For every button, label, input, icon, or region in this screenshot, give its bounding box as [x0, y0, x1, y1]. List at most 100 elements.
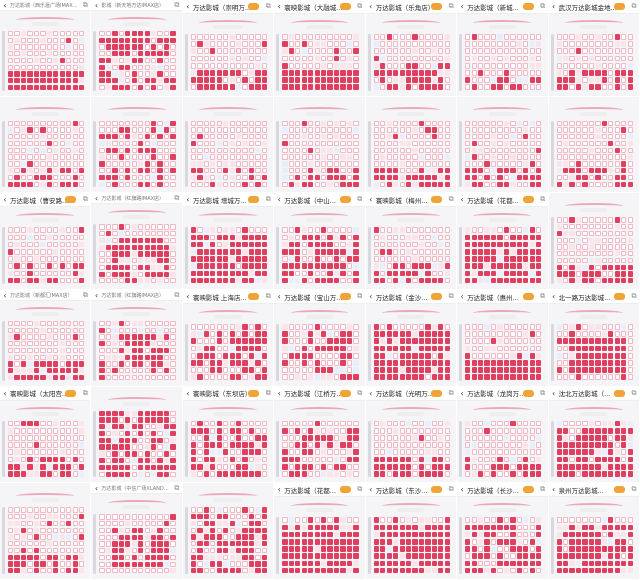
seat-available[interactable]	[444, 55, 450, 62]
seat-available[interactable]	[529, 34, 535, 40]
seat-available[interactable]	[223, 55, 229, 62]
seat-available[interactable]	[399, 324, 405, 330]
seat-available[interactable]	[59, 327, 65, 333]
seat-available[interactable]	[20, 341, 27, 347]
seat-available[interactable]	[203, 374, 209, 381]
back-arrow-icon[interactable]: ‹	[94, 290, 99, 300]
seat-available[interactable]	[523, 345, 529, 352]
seat-available[interactable]	[118, 527, 125, 534]
seat-available[interactable]	[478, 277, 484, 284]
seat-available[interactable]	[471, 70, 477, 76]
seat-available[interactable]	[170, 347, 176, 354]
seat-available[interactable]	[490, 553, 497, 560]
seat-available[interactable]	[236, 77, 242, 83]
seat-available[interactable]	[301, 427, 307, 434]
seat-available[interactable]	[138, 71, 144, 77]
seat-available[interactable]	[405, 241, 412, 248]
seat-available[interactable]	[478, 352, 484, 359]
seat-available[interactable]	[190, 62, 197, 69]
seat-available[interactable]	[53, 334, 59, 340]
seat-available[interactable]	[78, 520, 85, 527]
seat-available[interactable]	[78, 527, 85, 533]
seat-available[interactable]	[144, 527, 150, 534]
seat-available[interactable]	[33, 181, 40, 187]
seat-available[interactable]	[588, 244, 595, 250]
seat-available[interactable]	[53, 140, 59, 147]
seat-available[interactable]	[588, 147, 595, 153]
seat-available[interactable]	[144, 64, 150, 70]
seat-available[interactable]	[340, 367, 346, 373]
seat-available[interactable]	[59, 541, 65, 547]
seat-available[interactable]	[163, 458, 170, 464]
seat-available[interactable]	[569, 48, 575, 55]
seat-available[interactable]	[229, 324, 235, 330]
seat-available[interactable]	[27, 347, 33, 354]
seat-available[interactable]	[46, 161, 52, 167]
seat-available[interactable]	[425, 147, 431, 153]
seat-available[interactable]	[346, 161, 353, 167]
seat-available[interactable]	[170, 410, 176, 416]
seat-available[interactable]	[78, 435, 85, 441]
seat-available[interactable]	[503, 553, 510, 560]
seat-available[interactable]	[229, 168, 235, 174]
seat-available[interactable]	[320, 34, 327, 40]
seat-available[interactable]	[66, 327, 72, 333]
seat-available[interactable]	[536, 331, 542, 337]
seat-available[interactable]	[14, 134, 20, 140]
seat-available[interactable]	[503, 140, 510, 147]
seat-available[interactable]	[380, 34, 386, 40]
seat-available[interactable]	[601, 134, 607, 140]
seat-available[interactable]	[59, 427, 65, 434]
seat-available[interactable]	[131, 410, 137, 416]
seat-available[interactable]	[255, 41, 261, 47]
seat-available[interactable]	[627, 237, 633, 243]
seat-available[interactable]	[125, 548, 131, 554]
seat-available[interactable]	[46, 435, 52, 441]
share-icon[interactable]: ⧉	[174, 290, 180, 299]
seat-available[interactable]	[412, 154, 418, 160]
seat-available[interactable]	[125, 181, 131, 187]
seat-available[interactable]	[563, 264, 569, 270]
seat-available[interactable]	[327, 48, 333, 55]
seat-available[interactable]	[425, 256, 431, 262]
seat-available[interactable]	[471, 538, 477, 545]
seat-available[interactable]	[503, 546, 510, 552]
seat-available[interactable]	[151, 327, 157, 333]
seat-available[interactable]	[288, 41, 294, 47]
seat-available[interactable]	[536, 41, 542, 47]
seat-available[interactable]	[40, 161, 46, 167]
seat-available[interactable]	[614, 251, 620, 257]
seat-available[interactable]	[380, 147, 386, 153]
seat-available[interactable]	[288, 367, 294, 373]
seat-available[interactable]	[601, 84, 607, 91]
seat-available[interactable]	[236, 34, 242, 40]
seat-available[interactable]	[425, 134, 431, 140]
seat-available[interactable]	[46, 463, 52, 470]
seat-available[interactable]	[556, 127, 562, 133]
seat-available[interactable]	[523, 449, 529, 456]
seat-available[interactable]	[190, 345, 197, 352]
seat-available[interactable]	[490, 168, 497, 174]
seat-available[interactable]	[503, 120, 510, 126]
seat-available[interactable]	[229, 161, 235, 167]
seat-available[interactable]	[295, 34, 301, 40]
seat-available[interactable]	[484, 263, 490, 270]
seat-available[interactable]	[242, 248, 248, 255]
seat-available[interactable]	[66, 277, 72, 284]
seat-available[interactable]	[59, 514, 65, 520]
seat-available[interactable]	[575, 427, 582, 434]
seat-available[interactable]	[112, 568, 118, 574]
seat-available[interactable]	[373, 256, 379, 262]
seat-available[interactable]	[601, 55, 607, 62]
seat-available[interactable]	[163, 430, 170, 437]
seat-available[interactable]	[66, 134, 72, 140]
seat-available[interactable]	[20, 427, 27, 434]
seat-available[interactable]	[99, 147, 105, 153]
seat-available[interactable]	[490, 442, 497, 448]
seat-available[interactable]	[563, 34, 569, 40]
seat-available[interactable]	[229, 561, 235, 567]
seat-available[interactable]	[40, 234, 46, 241]
seat-available[interactable]	[112, 327, 118, 333]
seat-available[interactable]	[601, 237, 607, 243]
seat-available[interactable]	[229, 463, 235, 470]
